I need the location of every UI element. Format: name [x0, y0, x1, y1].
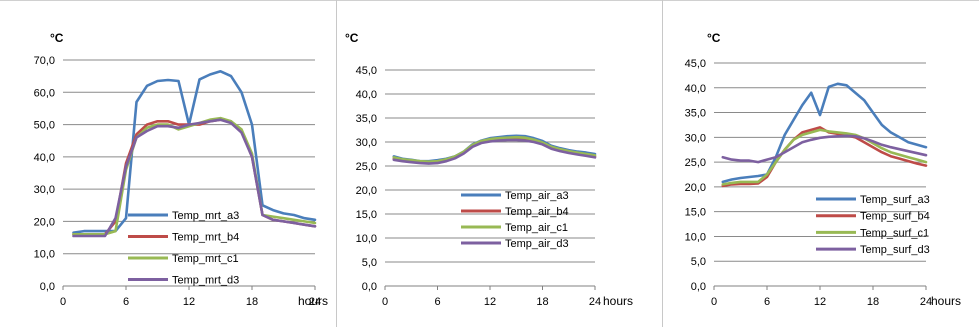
y-tick-label: 30,0 — [685, 132, 706, 144]
y-tick-label: 10,0 — [356, 233, 377, 245]
x-tick-label: 18 — [246, 296, 258, 308]
y-tick-label: 10,0 — [685, 231, 706, 243]
x-tick-label: 12 — [814, 296, 826, 308]
x-axis-label: hours — [603, 294, 633, 308]
y-tick-label: 70,0 — [34, 55, 55, 67]
x-axis-label: hours — [298, 294, 328, 308]
x-tick-label: 18 — [536, 296, 548, 308]
legend-label: Temp_surf_a3 — [860, 194, 930, 206]
air-chart-panel: 0,0 5,0 10,0 15,0 20,0 25,0 30,0 35,0 40,0 45,0 0 6… — [336, 0, 663, 327]
y-tick-label: 40,0 — [356, 89, 377, 101]
air-temperature-chart: 0,0 5,0 10,0 15,0 20,0 25,0 30,0 35,0 40,0 45,0 0 6… — [345, 31, 633, 308]
y-tick-label: 20,0 — [685, 182, 706, 194]
mrt-temperature-chart: 0,0 10,0 20,0 30,0 40,0 50,0 60,0 70,0 0 6 12 18 24 °… — [34, 31, 328, 308]
series-line-temp-mrt-d3 — [72, 118, 317, 238]
x-tick-label: 24 — [920, 296, 932, 308]
y-tick-label: 5,0 — [362, 257, 377, 269]
legend-label: Temp_mrt_c1 — [172, 253, 239, 265]
y-axis-unit: °C — [707, 31, 721, 45]
y-tick-label: 50,0 — [34, 120, 55, 132]
legend: Temp_surf_a3 Temp_surf_b4 Temp_surf_c1 Temp… — [816, 194, 930, 256]
legend-label: Temp_air_c1 — [505, 222, 568, 234]
legend: Temp_mrt_a3 Temp_mrt_b4 Temp_mrt_c1 Temp_mr… — [128, 210, 239, 287]
x-tick-label: 24 — [309, 296, 321, 308]
series-line-temp-surf-c1 — [721, 128, 928, 186]
y-tick-label: 30,0 — [34, 184, 55, 196]
legend-label: Temp_surf_d3 — [860, 244, 930, 256]
y-tick-label: 20,0 — [356, 185, 377, 197]
legend-label: Temp_surf_c1 — [860, 227, 929, 239]
y-tick-label: 40,0 — [685, 83, 706, 95]
legend-label: Temp_air_b4 — [505, 206, 569, 218]
y-tick-label: 45,0 — [685, 58, 706, 70]
series-line-temp-air-c1 — [392, 135, 597, 163]
y-tick-label: 0,0 — [362, 281, 377, 293]
y-tick-label: 25,0 — [356, 161, 377, 173]
series-line-temp-surf-d3 — [721, 134, 928, 164]
y-tick-label: 60,0 — [34, 87, 55, 99]
x-tick-label: 24 — [589, 296, 601, 308]
x-tick-label: 12 — [484, 296, 496, 308]
y-tick-label: 5,0 — [691, 256, 706, 268]
legend-label: Temp_air_d3 — [505, 238, 569, 250]
y-tick-label: 0,0 — [691, 281, 706, 293]
x-tick-label: 6 — [434, 296, 440, 308]
series-line-temp-air-d3 — [392, 138, 597, 165]
y-axis-unit: °C — [50, 31, 64, 45]
y-tick-label: 35,0 — [356, 113, 377, 125]
x-tick-label: 12 — [183, 296, 195, 308]
y-tick-label: 35,0 — [685, 108, 706, 120]
y-tick-label: 10,0 — [34, 249, 55, 261]
y-tick-label: 15,0 — [356, 209, 377, 221]
legend: Temp_air_a3 Temp_air_b4 Temp_air_c1 Temp_ai… — [461, 190, 569, 250]
legend-label: Temp_surf_b4 — [860, 211, 930, 223]
surface-temperature-chart: 0,0 5,0 10,0 15,0 20,0 25,0 30,0 35,0 40,0 45,0 0 6… — [685, 31, 961, 308]
y-axis-unit: °C — [345, 31, 359, 45]
legend-label: Temp_mrt_b4 — [172, 232, 239, 244]
legend-label: Temp_mrt_d3 — [172, 275, 239, 287]
mrt-chart-panel: 0,0 10,0 20,0 30,0 40,0 50,0 60,0 70,0 0 6 12 18 24 °… — [0, 0, 336, 327]
x-tick-label: 0 — [711, 296, 717, 308]
x-tick-label: 6 — [123, 296, 129, 308]
legend-label: Temp_air_a3 — [505, 190, 569, 202]
y-tick-label: 0,0 — [40, 281, 55, 293]
x-tick-label: 18 — [867, 296, 879, 308]
x-tick-label: 0 — [382, 296, 388, 308]
x-tick-label: 6 — [764, 296, 770, 308]
y-tick-label: 15,0 — [685, 207, 706, 219]
series-line-temp-surf-a3 — [721, 82, 928, 184]
y-tick-label: 45,0 — [356, 65, 377, 77]
y-tick-label: 20,0 — [34, 216, 55, 228]
y-tick-label: 25,0 — [685, 157, 706, 169]
surf-chart-panel: 0,0 5,0 10,0 15,0 20,0 25,0 30,0 35,0 40,0 45,0 0 6… — [662, 0, 979, 327]
legend-label: Temp_mrt_a3 — [172, 210, 239, 222]
series-line-temp-mrt-a3 — [72, 70, 317, 234]
y-tick-label: 30,0 — [356, 137, 377, 149]
x-axis-label: hours — [931, 294, 961, 308]
y-tick-label: 40,0 — [34, 152, 55, 164]
x-tick-label: 0 — [60, 296, 66, 308]
